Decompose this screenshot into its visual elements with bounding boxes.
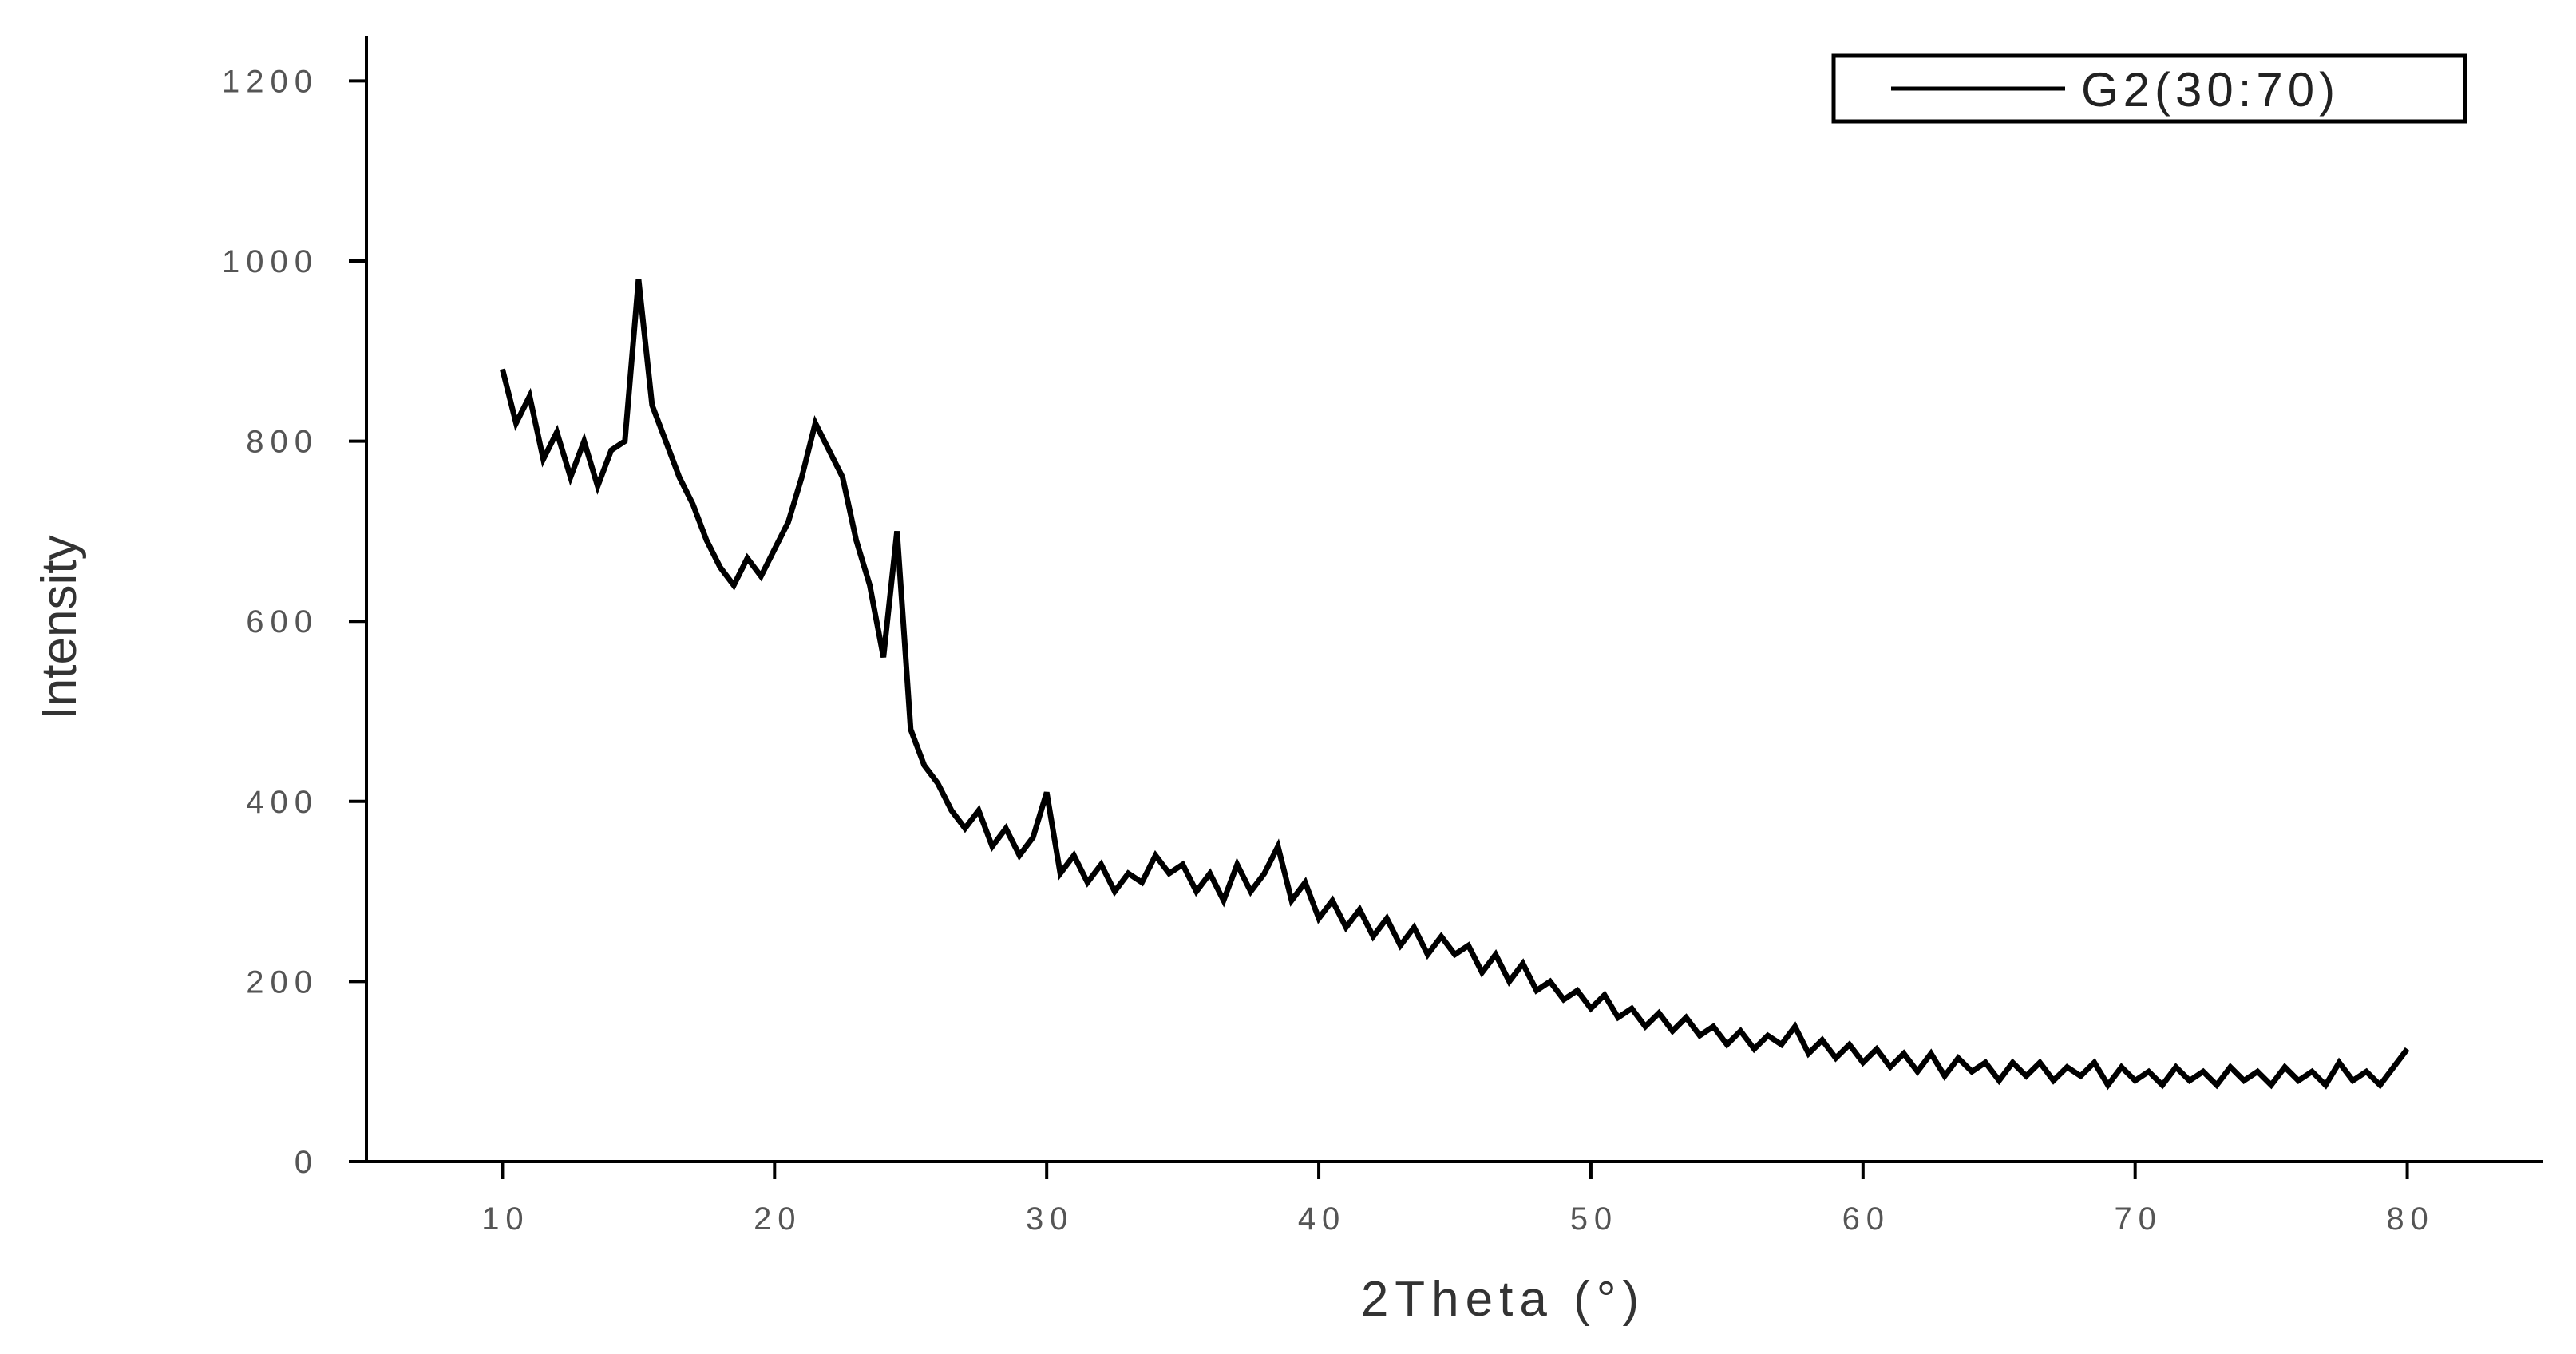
- y-axis-title: Intensity: [32, 536, 87, 720]
- y-tick-label: 0: [295, 1145, 319, 1180]
- x-tick-label: 60: [1842, 1202, 1891, 1237]
- y-tick-label: 800: [246, 425, 319, 460]
- x-tick-label: 30: [1026, 1202, 1074, 1237]
- legend-label: G2(30:70): [2081, 63, 2340, 117]
- x-tick-label: 50: [1570, 1202, 1619, 1237]
- y-tick-label: 1200: [222, 64, 319, 99]
- y-tick-label: 200: [246, 964, 319, 1000]
- x-tick-label: 20: [754, 1202, 802, 1237]
- x-tick-label: 40: [1298, 1202, 1347, 1237]
- y-tick-label: 1000: [222, 244, 319, 279]
- data-line: [500, 279, 2410, 1091]
- x-tick-label: 10: [481, 1202, 530, 1237]
- x-tick-label: 80: [2386, 1202, 2435, 1237]
- y-tick-label: 600: [246, 604, 319, 639]
- x-tick-label: 70: [2114, 1202, 2162, 1237]
- x-axis-title: 2Theta (°): [1361, 1272, 1645, 1327]
- y-tick-label: 400: [246, 785, 319, 820]
